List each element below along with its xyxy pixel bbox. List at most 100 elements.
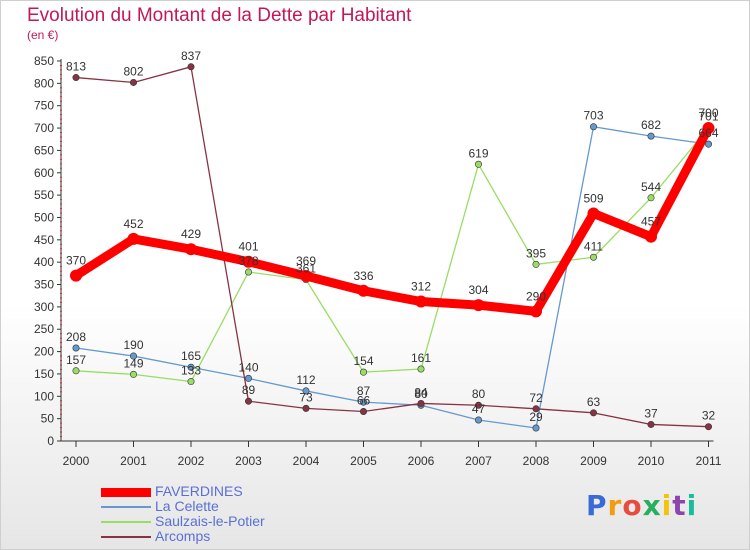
data-label: 72 (529, 391, 543, 405)
data-point (589, 253, 597, 261)
data-label: 37 (644, 406, 658, 420)
y-tick-label: 600 (34, 166, 54, 180)
data-label: 411 (584, 239, 603, 253)
data-label: 140 (238, 360, 258, 374)
y-tick-label: 150 (34, 367, 54, 381)
x-tick-label-2009: 2009 (580, 454, 607, 468)
data-label: 190 (123, 338, 143, 352)
legend: FAVERDINES La Celette Saulzais-le-Potier Ar… (101, 483, 361, 544)
data-point (187, 378, 195, 386)
y-tick-label: 450 (34, 233, 54, 247)
data-point (245, 268, 253, 276)
data-label: 66 (357, 393, 371, 407)
logo-letter: i (686, 489, 698, 522)
data-label: 802 (123, 64, 143, 78)
data-point (532, 405, 540, 413)
series-line-saulzais-le-potier (75, 126, 710, 383)
data-label: 813 (66, 60, 86, 74)
data-point (127, 232, 140, 245)
data-point (647, 132, 655, 140)
data-label: 682 (641, 118, 661, 132)
data-point (645, 230, 657, 243)
data-point (302, 387, 310, 395)
data-point (130, 78, 138, 86)
y-tick-label: 650 (34, 143, 54, 157)
data-point (587, 207, 600, 220)
data-point (359, 407, 367, 415)
data-point (704, 140, 712, 148)
logo-letter: o (622, 489, 643, 522)
legend-item: Saulzais-le-Potier (101, 513, 361, 529)
y-tick-label: 850 (34, 54, 54, 68)
x-tick-label-2006: 2006 (408, 454, 435, 468)
data-point (472, 299, 485, 312)
data-point (589, 409, 597, 417)
proxiti-logo: Proxiti (586, 489, 697, 522)
data-label: 401 (238, 240, 258, 254)
data-point (532, 424, 540, 432)
data-label: 63 (587, 395, 601, 409)
data-point (474, 160, 482, 168)
data-label: 544 (641, 180, 661, 194)
logo-letter: i (661, 489, 673, 522)
data-label: 664 (698, 126, 718, 140)
y-tick-label: 300 (34, 300, 54, 314)
data-point (187, 363, 195, 371)
legend-swatch (101, 536, 151, 538)
legend-swatch (101, 488, 151, 497)
y-tick-label: 0 (47, 434, 54, 448)
data-label: 304 (468, 283, 488, 297)
data-point (130, 370, 138, 378)
x-tick-label-2010: 2010 (638, 454, 665, 468)
data-label: 133 (181, 364, 201, 378)
data-point (242, 255, 255, 268)
y-tick-label: 800 (34, 76, 54, 90)
data-point (647, 420, 655, 428)
data-point (589, 123, 597, 131)
legend-label: Saulzais-le-Potier (155, 513, 265, 529)
y-tick-label: 700 (34, 121, 54, 135)
series-line-la-celette (75, 126, 710, 429)
data-point (72, 367, 80, 375)
axes: 0 50 100 150 200 250 300 350 400 450 500 550 600 650 7… (34, 54, 722, 468)
data-label: 395 (526, 246, 546, 260)
y-tick-label: 50 (41, 412, 55, 426)
data-label: 29 (529, 410, 543, 424)
data-label: 149 (123, 356, 143, 370)
data-point (474, 401, 482, 409)
x-tick-label-2005: 2005 (350, 454, 377, 468)
logo-letter: r (607, 489, 623, 522)
legend-label: Arcomps (155, 528, 211, 544)
data-label: 336 (353, 269, 373, 283)
legend-label: La Celette (155, 498, 219, 514)
data-point (187, 63, 195, 71)
data-label: 837 (181, 49, 201, 63)
data-point (72, 74, 80, 82)
legend-swatch (101, 506, 151, 508)
data-point (70, 269, 82, 282)
data-label: 208 (66, 330, 86, 344)
data-point (474, 416, 482, 424)
logo-letter: P (586, 489, 608, 522)
data-label: 378 (238, 254, 258, 268)
x-tick-label-2001: 2001 (120, 454, 147, 468)
data-point (704, 423, 712, 431)
data-point (185, 243, 197, 256)
x-tick-label-2011: 2011 (696, 454, 722, 468)
data-label: 457 (641, 215, 661, 229)
legend-item: La Celette (101, 498, 361, 514)
data-label: 84 (414, 385, 428, 399)
legend-swatch (101, 521, 151, 523)
data-label: 73 (299, 390, 313, 404)
data-label: 452 (123, 217, 143, 231)
x-tick-label-2002: 2002 (178, 454, 205, 468)
x-tick-label-2004: 2004 (293, 454, 320, 468)
y-tick-label: 550 (34, 188, 54, 202)
data-label: 370 (66, 254, 86, 268)
data-label: 369 (296, 254, 316, 268)
logo-letter: t (672, 489, 687, 522)
y-tick-label: 500 (34, 210, 54, 224)
y-tick-label: 250 (34, 322, 54, 336)
logo-letter: x (642, 489, 662, 522)
